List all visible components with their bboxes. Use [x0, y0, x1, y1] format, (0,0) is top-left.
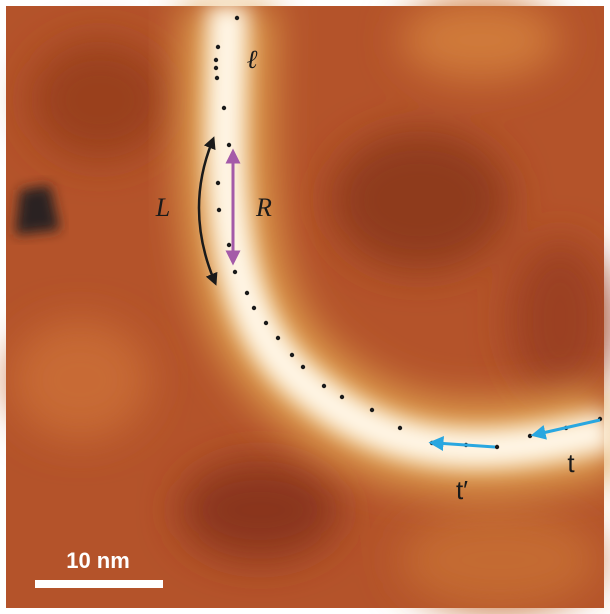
dot	[216, 181, 220, 185]
page: ℓ L R t′ t 10 nm (() => { const data = J…	[0, 0, 610, 614]
dot	[214, 58, 218, 62]
dot	[495, 445, 499, 449]
label: t′	[456, 475, 468, 505]
dot	[398, 426, 402, 430]
dot	[340, 395, 344, 399]
dot	[322, 384, 326, 388]
label: t	[567, 448, 575, 478]
dot	[227, 243, 231, 247]
dot	[528, 434, 532, 438]
dot	[276, 336, 280, 340]
dot	[235, 16, 239, 20]
dot	[227, 143, 231, 147]
dot	[222, 106, 226, 110]
dot	[370, 408, 374, 412]
dot	[245, 291, 249, 295]
dot	[215, 76, 219, 80]
dot	[217, 208, 221, 212]
label: L	[155, 193, 170, 222]
dot	[233, 270, 237, 274]
dot	[301, 365, 305, 369]
scale-label: 10 nm	[66, 548, 130, 573]
dot	[252, 306, 256, 310]
dot	[264, 321, 268, 325]
micrograph: ℓ L R t′ t 10 nm	[0, 0, 610, 614]
dot	[214, 66, 218, 70]
label: R	[255, 193, 272, 222]
dot	[216, 45, 220, 49]
scale-bar	[35, 580, 163, 588]
label: ℓ	[247, 45, 258, 74]
dot	[430, 441, 434, 445]
dot	[290, 353, 294, 357]
